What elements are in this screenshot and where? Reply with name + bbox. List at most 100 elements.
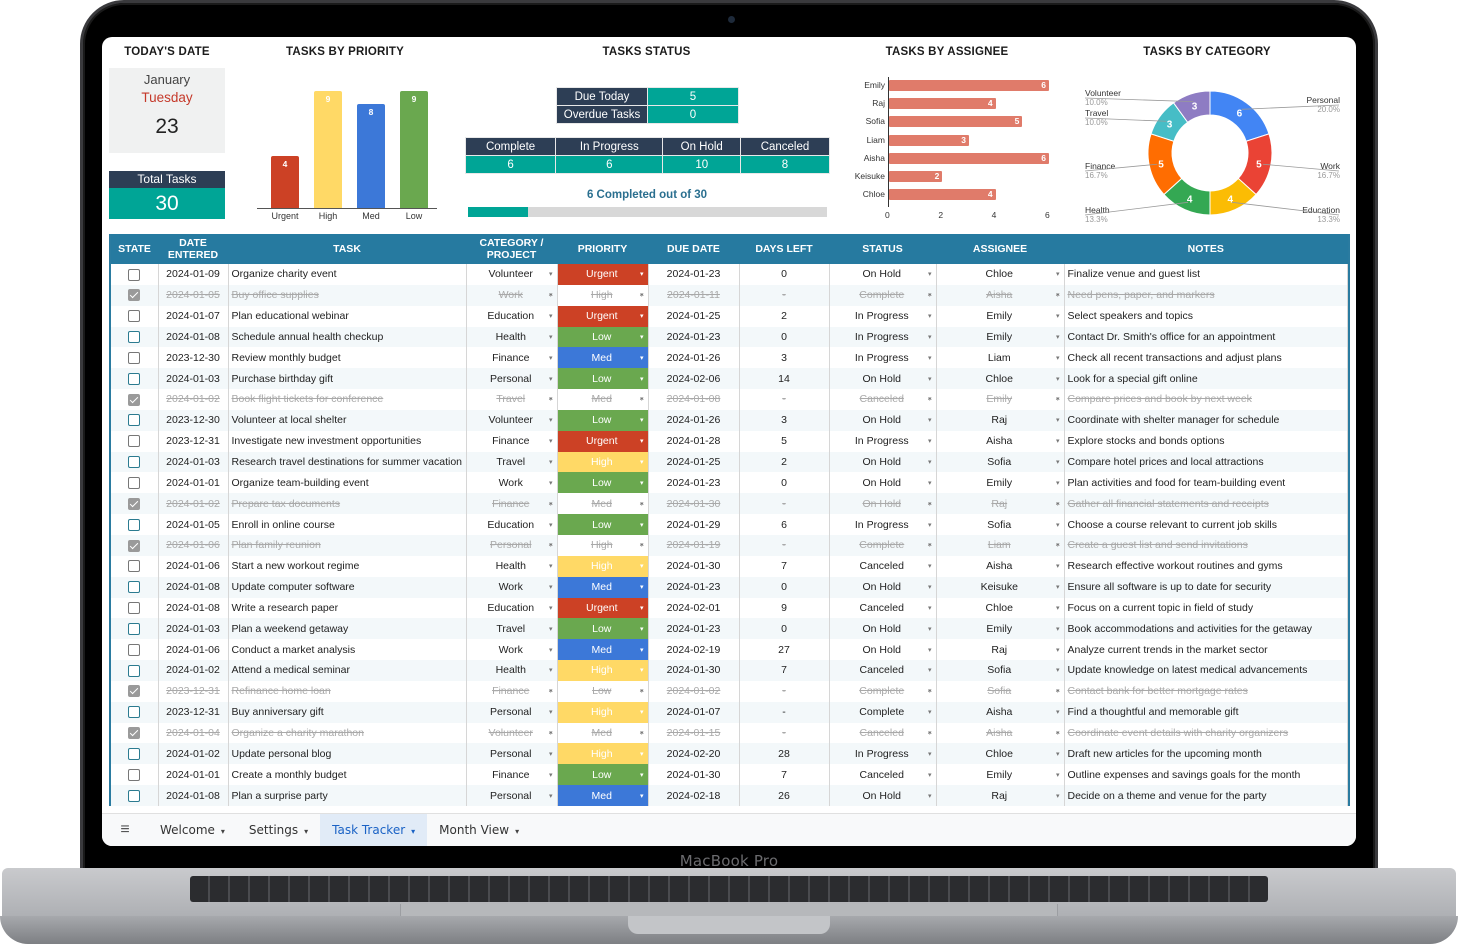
assignee-cell[interactable]: Aisha ▾ — [936, 284, 1065, 306]
dropdown-arrow-icon[interactable]: ▾ — [1055, 354, 1060, 362]
notes-cell[interactable]: Gather all financial statements and rece… — [1064, 493, 1348, 515]
priority-dropdown[interactable]: Low ▾ — [558, 327, 648, 348]
assignee-dropdown[interactable]: Liam ▾ — [937, 535, 1064, 556]
status-dropdown[interactable]: Canceled ▾ — [830, 764, 936, 785]
notes-cell[interactable]: Compare hotel prices and local attractio… — [1064, 451, 1348, 473]
task-checkbox[interactable] — [128, 643, 141, 656]
due-date-cell[interactable]: 2024-01-29 — [648, 514, 740, 535]
dropdown-arrow-icon[interactable]: ▾ — [548, 354, 553, 362]
status-dropdown[interactable]: Canceled ▾ — [830, 556, 936, 577]
category-dropdown[interactable]: Finance ▾ — [467, 493, 557, 514]
dropdown-arrow-icon[interactable]: ▾ — [1055, 709, 1060, 717]
assignee-dropdown[interactable]: Emily ▾ — [937, 618, 1064, 639]
dropdown-arrow-icon[interactable]: ▾ — [1055, 542, 1060, 550]
task-checkbox[interactable] — [128, 414, 141, 427]
status-cell[interactable]: Complete ▾ — [829, 284, 937, 306]
assignee-cell[interactable]: Aisha ▾ — [936, 555, 1065, 577]
dropdown-arrow-icon[interactable]: ▾ — [639, 563, 644, 571]
date-entered-cell[interactable]: 2024-01-04 — [158, 722, 229, 744]
task-checkbox[interactable] — [128, 289, 141, 302]
dropdown-arrow-icon[interactable]: ▾ — [927, 375, 932, 383]
due-date-cell[interactable]: 2024-01-23 — [648, 264, 740, 285]
assignee-dropdown[interactable]: Sofia ▾ — [937, 514, 1064, 535]
task-checkbox[interactable] — [128, 372, 141, 385]
dropdown-arrow-icon[interactable]: ▾ — [927, 729, 932, 737]
priority-dropdown[interactable]: Urgent ▾ — [558, 431, 648, 452]
dropdown-arrow-icon[interactable]: ▾ — [927, 750, 932, 758]
priority-dropdown[interactable]: Med ▾ — [558, 785, 648, 806]
priority-dropdown[interactable]: High ▾ — [558, 556, 648, 577]
task-cell[interactable]: Enroll in online course — [228, 514, 467, 535]
category-cell[interactable]: Personal ▾ — [466, 534, 558, 556]
category-cell[interactable]: Volunteer ▾ — [466, 409, 558, 431]
priority-cell[interactable]: High ▾ — [557, 701, 649, 723]
priority-dropdown[interactable]: Low ▾ — [558, 618, 648, 639]
assignee-cell[interactable]: Liam ▾ — [936, 347, 1065, 369]
priority-dropdown[interactable]: Low ▾ — [558, 514, 648, 535]
due-date-cell[interactable]: 2024-01-30 — [648, 493, 740, 515]
task-checkbox[interactable] — [128, 393, 141, 406]
notes-cell[interactable]: Decide on a theme and venue for the part… — [1064, 785, 1348, 806]
priority-dropdown[interactable]: Med ▾ — [558, 389, 648, 410]
due-date-cell[interactable]: 2024-01-11 — [648, 284, 740, 306]
dropdown-arrow-icon[interactable]: ▾ — [927, 354, 932, 362]
category-dropdown[interactable]: Volunteer ▾ — [467, 723, 557, 744]
dropdown-arrow-icon[interactable]: ▾ — [1055, 604, 1060, 612]
notes-cell[interactable]: Explore stocks and bonds options — [1064, 430, 1348, 452]
assignee-dropdown[interactable]: Emily ▾ — [937, 327, 1064, 348]
date-entered-cell[interactable]: 2024-01-08 — [158, 597, 229, 619]
dropdown-arrow-icon[interactable]: ▾ — [548, 333, 553, 341]
priority-dropdown[interactable]: High ▾ — [558, 743, 648, 764]
priority-dropdown[interactable]: Urgent ▾ — [558, 598, 648, 619]
assignee-dropdown[interactable]: Raj ▾ — [937, 410, 1064, 431]
due-date-cell[interactable]: 2024-01-30 — [648, 660, 740, 681]
dropdown-arrow-icon[interactable]: ▾ — [639, 688, 644, 696]
assignee-cell[interactable]: Emily ▾ — [936, 472, 1065, 494]
dropdown-arrow-icon[interactable]: ▾ — [927, 438, 932, 446]
priority-dropdown[interactable]: High ▾ — [558, 660, 648, 681]
category-cell[interactable]: Personal ▾ — [466, 785, 558, 806]
priority-dropdown[interactable]: High ▾ — [558, 285, 648, 306]
dropdown-arrow-icon[interactable]: ▾ — [927, 604, 932, 612]
sheet-tab-settings[interactable]: Settings ▾ — [237, 814, 320, 847]
task-cell[interactable]: Update computer software — [228, 576, 467, 598]
dropdown-arrow-icon[interactable]: ▾ — [927, 625, 932, 633]
priority-cell[interactable]: Med ▾ — [557, 576, 649, 598]
assignee-dropdown[interactable]: Aisha ▾ — [937, 702, 1064, 723]
priority-cell[interactable]: Low ▾ — [557, 618, 649, 640]
priority-cell[interactable]: Urgent ▾ — [557, 305, 649, 327]
date-entered-cell[interactable]: 2024-01-02 — [158, 743, 229, 765]
dropdown-arrow-icon[interactable]: ▾ — [927, 709, 932, 717]
category-dropdown[interactable]: Personal ▾ — [467, 785, 557, 806]
dropdown-arrow-icon[interactable]: ▾ — [1055, 625, 1060, 633]
due-date-cell[interactable]: 2024-02-01 — [648, 597, 740, 619]
status-cell[interactable]: On Hold ▾ — [829, 576, 937, 598]
due-date-cell[interactable]: 2024-01-15 — [648, 722, 740, 744]
status-cell[interactable]: On Hold ▾ — [829, 472, 937, 494]
status-dropdown[interactable]: Complete ▾ — [830, 285, 936, 306]
assignee-cell[interactable]: Sofia ▾ — [936, 514, 1065, 535]
task-cell[interactable]: Buy anniversary gift — [228, 701, 467, 723]
date-entered-cell[interactable]: 2024-01-01 — [158, 764, 229, 786]
dropdown-arrow-icon[interactable]: ▾ — [548, 688, 553, 696]
status-dropdown[interactable]: On Hold ▾ — [830, 472, 936, 493]
notes-cell[interactable]: Create a guest list and send invitations — [1064, 534, 1348, 556]
assignee-dropdown[interactable]: Liam ▾ — [937, 347, 1064, 368]
status-dropdown[interactable]: On Hold ▾ — [830, 410, 936, 431]
status-dropdown[interactable]: On Hold ▾ — [830, 618, 936, 639]
dropdown-arrow-icon[interactable]: ▾ — [927, 584, 932, 592]
dropdown-arrow-icon[interactable]: ▾ — [927, 542, 932, 550]
notes-cell[interactable]: Finalize venue and guest list — [1064, 264, 1348, 285]
priority-cell[interactable]: Med ▾ — [557, 493, 649, 515]
priority-cell[interactable]: Med ▾ — [557, 347, 649, 369]
status-cell[interactable]: In Progress ▾ — [829, 347, 937, 369]
dropdown-arrow-icon[interactable]: ▾ — [927, 271, 932, 279]
task-cell[interactable]: Purchase birthday gift — [228, 368, 467, 390]
notes-cell[interactable]: Contact bank for better mortgage rates — [1064, 680, 1348, 702]
due-date-cell[interactable]: 2024-02-06 — [648, 368, 740, 390]
dropdown-arrow-icon[interactable]: ▾ — [1055, 333, 1060, 341]
category-dropdown[interactable]: Work ▾ — [467, 639, 557, 660]
dropdown-arrow-icon[interactable]: ▾ — [927, 479, 932, 487]
category-dropdown[interactable]: Education ▾ — [467, 598, 557, 619]
category-dropdown[interactable]: Personal ▾ — [467, 702, 557, 723]
